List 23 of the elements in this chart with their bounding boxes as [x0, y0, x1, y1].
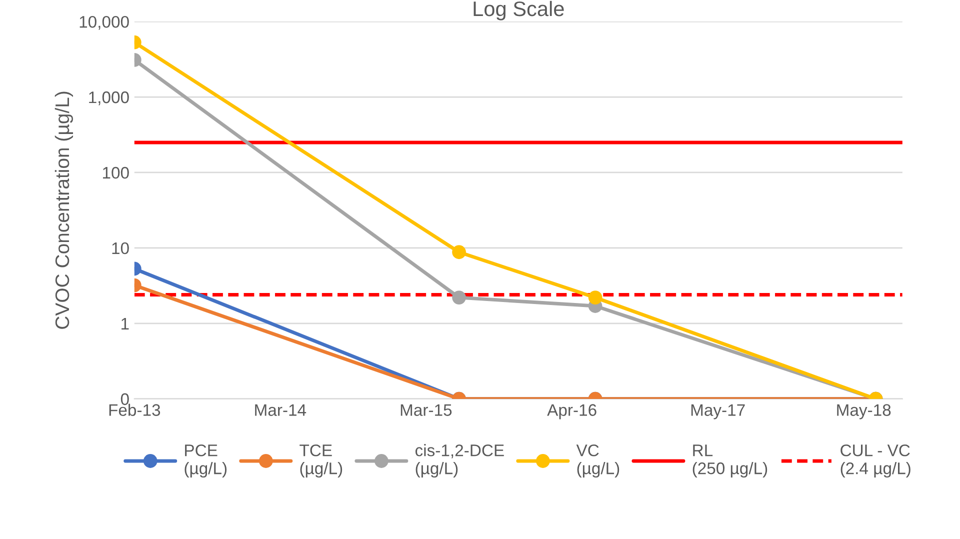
- y-axis-title: CVOC Concentration (µg/L): [54, 92, 74, 329]
- legend-label: RL (250 µg/L): [692, 444, 768, 478]
- y-tick-label: 1: [122, 318, 129, 330]
- legend-label: cis-1,2-DCE (µg/L): [415, 444, 504, 478]
- y-tick-label: 10: [112, 242, 129, 254]
- legend-label: CUL - VC (2.4 µg/L): [840, 444, 910, 478]
- x-tick-label: Mar-15: [400, 404, 452, 416]
- y-tick-label: 1,000: [89, 91, 129, 106]
- y-tick-label: 10,000: [80, 16, 129, 30]
- point: [588, 290, 602, 305]
- point: [452, 290, 466, 305]
- y-tick-label: 100: [103, 166, 129, 179]
- legend-label: VC (µg/L): [576, 444, 620, 478]
- x-tick-label: Mar-14: [255, 404, 306, 416]
- legend-label: TCE (µg/L): [300, 444, 342, 478]
- x-tick-label: Feb-13: [109, 404, 160, 416]
- legend-label: PCE (µg/L): [184, 444, 227, 478]
- y-tick-label: 0: [120, 393, 129, 406]
- point: [452, 245, 466, 260]
- x-tick-label: May-17: [691, 404, 745, 420]
- x-tick-label: Apr-16: [547, 404, 596, 420]
- x-tick-label: May-18: [837, 404, 891, 420]
- chart-title: Log Scale: [474, 0, 564, 20]
